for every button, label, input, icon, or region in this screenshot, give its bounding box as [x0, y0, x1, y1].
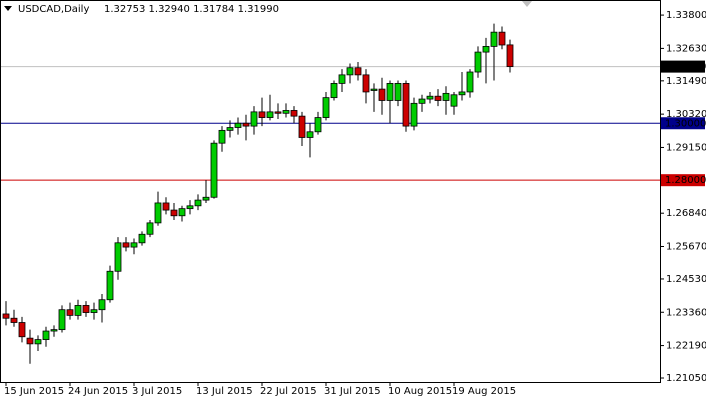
x-tick-label: 15 Jun 2015 [4, 386, 64, 397]
candle-body [2, 313, 10, 319]
candle-body [106, 270, 114, 301]
x-tick-label: 31 Jul 2015 [324, 386, 381, 397]
candle-body [442, 92, 450, 101]
candle-body [90, 309, 98, 313]
candle-body [258, 111, 266, 118]
y-tick-label: 1.22190 [666, 341, 706, 352]
candle-body [202, 196, 210, 201]
candle-body [370, 88, 378, 91]
candle-body [410, 102, 418, 127]
x-tick-label: 19 Aug 2015 [452, 386, 516, 397]
candle-body [346, 67, 354, 76]
x-tick-label: 22 Jul 2015 [260, 386, 317, 397]
candle-body [378, 88, 386, 101]
candle-body [354, 67, 362, 76]
candle-body [186, 205, 194, 210]
candle-body [362, 74, 370, 93]
plot-frame [0, 0, 661, 383]
bid-label: 1.31990 [665, 62, 706, 73]
menu-arrow [4, 6, 12, 11]
candle-body [210, 142, 218, 198]
y-tick-label: 1.33800 [666, 10, 706, 21]
candle-body [82, 305, 90, 313]
ohlc-info: 1.32753 1.32940 1.31784 1.31990 [104, 4, 279, 15]
candle-body [450, 94, 458, 107]
candle-body [194, 199, 202, 207]
candle-body [490, 31, 498, 47]
candle-body [506, 44, 514, 68]
level-label: 1.28000 [665, 175, 706, 186]
candle-body [74, 305, 82, 316]
candle-body [234, 122, 242, 128]
candle-body [250, 111, 258, 127]
y-tick-label: 1.30320 [666, 109, 706, 120]
x-tick-label: 3 Jul 2015 [132, 386, 182, 397]
candle-body [322, 97, 330, 118]
candle-body [10, 317, 18, 323]
candle-body [498, 31, 506, 46]
shift-marker [522, 1, 532, 7]
y-tick-label: 1.29150 [666, 142, 706, 153]
y-tick-label: 1.23360 [666, 307, 706, 318]
candle-body [18, 322, 26, 338]
candle-body [98, 299, 106, 311]
bid-box [661, 60, 705, 73]
candle-body [394, 83, 402, 101]
candle-body [114, 242, 122, 272]
candle-body [242, 122, 250, 127]
candle-body [146, 222, 154, 235]
y-tick-label: 1.32630 [666, 43, 706, 54]
candle-body [458, 91, 466, 96]
candle-body [170, 209, 178, 217]
candle-body [474, 51, 482, 73]
candle-body [26, 337, 34, 345]
candle-body [162, 202, 170, 211]
candle-body [58, 309, 66, 331]
candle-body [50, 329, 58, 332]
candle-body [386, 83, 394, 101]
x-tick-label: 10 Aug 2015 [388, 386, 452, 397]
x-tick-label: 13 Jul 2015 [196, 386, 253, 397]
candle-body [330, 83, 338, 99]
candle-body [138, 233, 146, 244]
candle-body [298, 115, 306, 138]
candle-body [282, 110, 290, 114]
candle-body [426, 95, 434, 100]
candle-body [482, 45, 490, 53]
y-tick-label: 1.26840 [666, 208, 706, 219]
y-tick-label: 1.31490 [666, 76, 706, 87]
candle-body [466, 71, 474, 93]
candle-body [178, 208, 186, 217]
candle-body [418, 98, 426, 104]
candle-body [122, 242, 130, 248]
level-box [661, 117, 705, 130]
candle-body [402, 83, 410, 127]
level-box [661, 174, 705, 187]
candle-body [34, 339, 42, 345]
candle-body [434, 95, 442, 101]
y-tick-label: 1.25670 [666, 242, 706, 253]
x-tick-label: 24 Jun 2015 [68, 386, 128, 397]
y-tick-label: 1.24530 [666, 274, 706, 285]
candle-body [218, 129, 226, 144]
candle-body [66, 309, 74, 316]
level-label: 1.30000 [665, 118, 706, 129]
candle-body [338, 74, 346, 84]
candle-body [274, 111, 282, 114]
candle-body [42, 330, 50, 340]
symbol: USDCAD,Daily [18, 4, 89, 15]
candle-body [266, 111, 274, 118]
candle-body [306, 131, 314, 138]
candle-body [314, 117, 322, 133]
candle-body [154, 202, 162, 224]
candle-body [130, 242, 138, 248]
candle-body [226, 127, 234, 131]
y-tick-label: 1.21050 [666, 373, 706, 384]
candle-body [290, 110, 298, 117]
